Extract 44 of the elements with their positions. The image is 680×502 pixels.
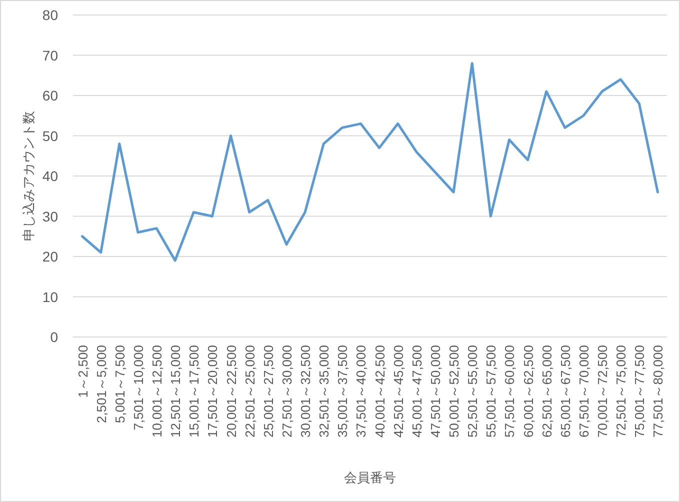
x-tick-label: 52,501～55,000 bbox=[465, 345, 480, 438]
y-tick-label: 20 bbox=[42, 248, 58, 264]
x-tick-label: 2,501～5,000 bbox=[94, 345, 109, 424]
y-tick-label: 10 bbox=[42, 288, 58, 305]
y-axis-title: 申し込みアカウント数 bbox=[21, 111, 36, 241]
x-tick-label: 17,501～20,000 bbox=[205, 345, 220, 438]
x-tick-label: 32,501～35,000 bbox=[316, 345, 332, 438]
x-tick-label: 65,001～67,500 bbox=[558, 345, 573, 438]
y-tick-label: 50 bbox=[42, 128, 58, 144]
x-tick-label: 7,501～10,000 bbox=[130, 345, 146, 430]
x-tick-label: 55,001～57,500 bbox=[484, 345, 499, 438]
x-tick-label: 50,001～52,500 bbox=[446, 345, 462, 438]
x-tick-label: 25,001～27,500 bbox=[260, 345, 276, 438]
x-tick-label: 22,501～25,000 bbox=[242, 345, 258, 438]
x-tick-label: 60,001～62,500 bbox=[520, 345, 536, 438]
x-tick-label: 67,501～70,000 bbox=[576, 345, 592, 438]
x-tick-label: 1～2,500 bbox=[75, 345, 90, 398]
x-tick-label: 5,001～7,500 bbox=[112, 345, 128, 424]
x-tick-label: 15,001～17,500 bbox=[186, 345, 202, 438]
y-tick-label: 0 bbox=[50, 329, 58, 345]
x-tick-label: 20,001～22,500 bbox=[224, 345, 239, 438]
x-tick-label: 57,501～60,000 bbox=[502, 345, 518, 438]
line-series bbox=[81, 62, 659, 262]
x-tick-label: 10,001～12,500 bbox=[150, 345, 165, 438]
y-tick-label: 60 bbox=[42, 88, 58, 104]
x-tick-label: 72,501～75,000 bbox=[614, 345, 629, 438]
x-tick-label: 30,001～32,500 bbox=[298, 345, 314, 438]
x-tick-label: 40,001～42,500 bbox=[372, 345, 388, 438]
x-tick-label: 77,501～80,000 bbox=[650, 345, 666, 438]
x-axis-title: 会員番号 bbox=[344, 470, 396, 485]
x-tick-label: 45,001～47,500 bbox=[409, 345, 424, 438]
x-tick-label: 37,501～40,000 bbox=[354, 345, 369, 438]
y-tick-label: 70 bbox=[42, 47, 58, 64]
x-tick-label: 75,001～77,500 bbox=[632, 345, 648, 438]
x-tick-label: 42,501～45,000 bbox=[390, 345, 406, 438]
x-tick-label: 27,501～30,000 bbox=[279, 345, 294, 438]
x-tick-label: 47,501～50,000 bbox=[428, 345, 443, 438]
x-tick-label: 12,501～15,000 bbox=[168, 345, 184, 438]
x-tick-label: 70,001～72,500 bbox=[595, 345, 610, 438]
y-tick-label: 40 bbox=[42, 168, 58, 184]
x-tick-label: 35,001～37,500 bbox=[335, 345, 350, 438]
y-tick-label: 80 bbox=[42, 7, 58, 23]
x-tick-label: 62,501～65,000 bbox=[539, 345, 554, 438]
y-tick-label: 30 bbox=[42, 208, 58, 224]
